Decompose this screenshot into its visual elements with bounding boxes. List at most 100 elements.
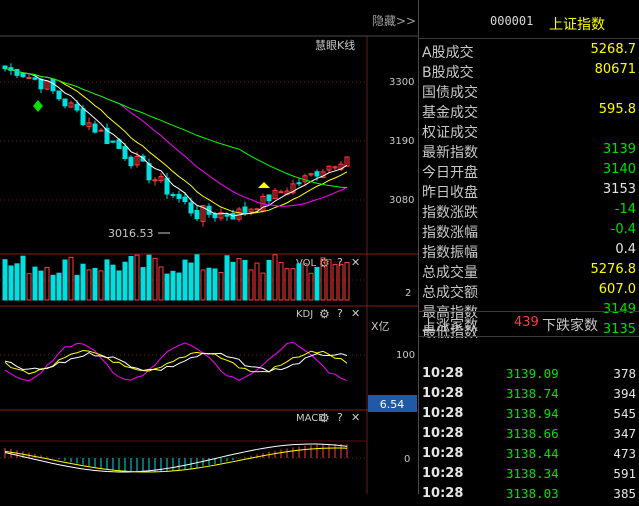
candle-body (26, 77, 32, 80)
macd-dif-line (4, 443, 348, 473)
panel-divider (418, 0, 419, 494)
candle-body (254, 208, 260, 211)
volume-bar (80, 263, 86, 301)
gear-icon[interactable]: ⚙ (319, 256, 330, 270)
tick-time: 10:28 (422, 426, 464, 441)
gear-icon[interactable]: ⚙ (319, 307, 330, 321)
volume-bar (146, 254, 152, 301)
volume-bar (104, 259, 110, 301)
candle-body (272, 190, 278, 200)
stat-label: 最高指数 (422, 305, 478, 321)
tick-row[interactable]: 10:28 3139.09 378 (419, 366, 639, 386)
stat-label: 总成交量 (422, 265, 478, 281)
price-axis-label: 3300 (389, 77, 414, 88)
candle-body (146, 163, 152, 181)
candle-body (68, 102, 74, 108)
tick-row[interactable]: 10:28 3138.34 591 (419, 466, 639, 486)
candle-body (224, 214, 230, 217)
gear-icon[interactable]: ⚙ (319, 411, 330, 425)
volume-bar (290, 268, 296, 301)
stat-label: 最新指数 (422, 145, 478, 161)
tick-time: 10:28 (422, 366, 464, 381)
stat-row: 指数涨幅 -0.4 (419, 221, 639, 241)
tick-row[interactable]: 10:28 3138.44 473 (419, 446, 639, 466)
ma5-line (4, 68, 348, 217)
stat-label: 指数涨跌 (422, 205, 478, 221)
stat-row: 总成交量 5276.8 (419, 261, 639, 281)
market-breadth: 上涨家数 439 下跌家数 (419, 314, 639, 334)
candle-body (152, 179, 158, 182)
volume-bar (314, 266, 320, 301)
volume-bar (158, 266, 164, 301)
tick-volume: 591 (613, 466, 636, 481)
candle-body (290, 183, 296, 194)
volume-bar (182, 259, 188, 301)
up-count-value: 439 (514, 315, 539, 330)
tick-price: 3139.09 (506, 366, 559, 381)
question-icon[interactable]: ? (337, 307, 343, 320)
close-icon[interactable]: ✕ (351, 307, 360, 320)
tick-row[interactable]: 10:28 3138.94 545 (419, 406, 639, 426)
candle-body (92, 123, 98, 133)
candle-body (80, 108, 86, 125)
stat-row: 今日开盘 3140 (419, 161, 639, 181)
candle-body (74, 103, 80, 111)
volume-bar (2, 259, 8, 301)
volume-bar (152, 257, 158, 301)
volume-bar (212, 268, 218, 301)
volume-bar (194, 254, 200, 301)
volume-bar (134, 254, 140, 301)
volume-bar (284, 268, 290, 301)
signal-diamond-icon (33, 100, 43, 112)
vol-axis-label: 2 (405, 288, 411, 299)
stat-value: 5276.8 (590, 262, 637, 277)
tick-volume: 473 (613, 446, 636, 461)
volume-bar (122, 261, 128, 301)
kdj-panel-label: KDJ (296, 309, 313, 320)
close-icon[interactable]: ✕ (351, 411, 360, 424)
hide-panel-button[interactable]: 隐藏>> (372, 14, 417, 28)
question-icon[interactable]: ? (337, 411, 343, 424)
volume-bar (164, 273, 170, 301)
quote-panel: 000001 上证指数 A股成交 5268.7 B股成交 80671 国债成交 基金成交 5… (419, 0, 639, 501)
candle-body (170, 194, 176, 197)
close-icon[interactable]: ✕ (351, 256, 360, 269)
stat-label: 指数涨幅 (422, 225, 478, 241)
volume-bar (296, 263, 302, 301)
volume-bar (248, 269, 254, 301)
ma20-line (4, 68, 348, 207)
volume-bar (230, 261, 236, 301)
candle-body (62, 98, 68, 107)
tick-row[interactable]: 10:28 3138.03 385 (419, 486, 639, 506)
candle-body (266, 194, 272, 202)
stat-label: B股成交 (422, 65, 474, 81)
stat-label: 昨日收盘 (422, 185, 478, 201)
price-axis-label: 3190 (389, 136, 414, 147)
volume-bar (338, 263, 344, 301)
stat-label: 今日开盘 (422, 165, 478, 181)
kline-chart-area[interactable]: 慧眼K线 3300 3190 3080 2 X亿 100 0 3016.53 6.54 VOL ⚙? ✕… (0, 0, 418, 494)
volume-bar (116, 270, 122, 301)
stat-label: A股成交 (422, 45, 474, 61)
question-icon[interactable]: ? (337, 256, 343, 269)
low-price-annotation: 3016.53 (108, 227, 154, 240)
volume-bar (278, 262, 284, 301)
candle-body (134, 155, 140, 166)
tick-row[interactable]: 10:28 3138.74 394 (419, 386, 639, 406)
candle-body (158, 176, 164, 181)
candle-body (332, 166, 338, 169)
kdj-j-line (4, 341, 348, 382)
buy-arrow-icon (258, 182, 270, 188)
tick-price: 3138.74 (506, 386, 559, 401)
candle-body (242, 206, 248, 213)
candle-body (218, 212, 224, 219)
tick-price: 3138.34 (506, 466, 559, 481)
candle-body (278, 191, 284, 194)
tick-row[interactable]: 10:28 3138.66 347 (419, 426, 639, 446)
volume-bar (344, 262, 350, 301)
volume-bar (200, 269, 206, 301)
candle-body (248, 208, 254, 213)
candle-body (32, 77, 38, 80)
volume-bar (170, 270, 176, 301)
